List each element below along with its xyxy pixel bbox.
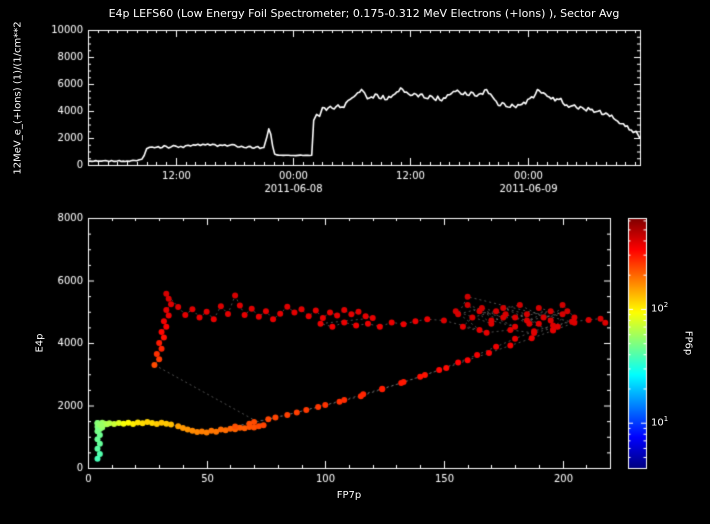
scatter-x-axis-label: FP7p <box>336 490 362 501</box>
colorbar-tick-base: 10 <box>651 303 664 315</box>
colorbar-tick-exponent: 1 <box>663 415 669 424</box>
colorbar-tick-exponent: 2 <box>663 301 669 310</box>
scatter-y-axis-label: E4p <box>34 333 46 353</box>
colorbar-tick-label-100: 102 <box>651 301 668 314</box>
colorbar-label: FP6p <box>682 330 694 356</box>
figure-title: E4p LEFS60 (Low Energy Foil Spectrometer… <box>108 7 620 20</box>
colorbar-tick-label-10: 101 <box>651 415 668 428</box>
colorbar-tick-base: 10 <box>651 417 664 429</box>
timeseries-y-axis-label: 12MeV_e_(+Ions) (1)/(1/cm**2 <box>12 21 24 175</box>
